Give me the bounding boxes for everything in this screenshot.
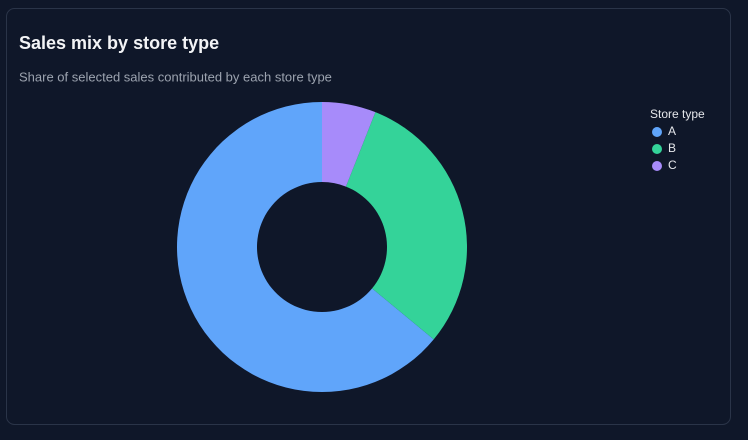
legend-swatch (652, 161, 662, 171)
card (6, 8, 731, 425)
donut-slice (176, 102, 434, 392)
legend-title: Store type (650, 107, 705, 121)
donut-slice (322, 102, 376, 187)
donut-slice (345, 112, 467, 340)
legend-swatch (652, 144, 662, 154)
legend-label: C (668, 158, 677, 172)
legend-label: B (668, 141, 676, 155)
legend-swatch (652, 127, 662, 137)
legend-label: A (668, 124, 676, 138)
chart-subtitle: Share of selected sales contributed by e… (19, 69, 332, 84)
chart-title: Sales mix by store type (19, 33, 219, 53)
